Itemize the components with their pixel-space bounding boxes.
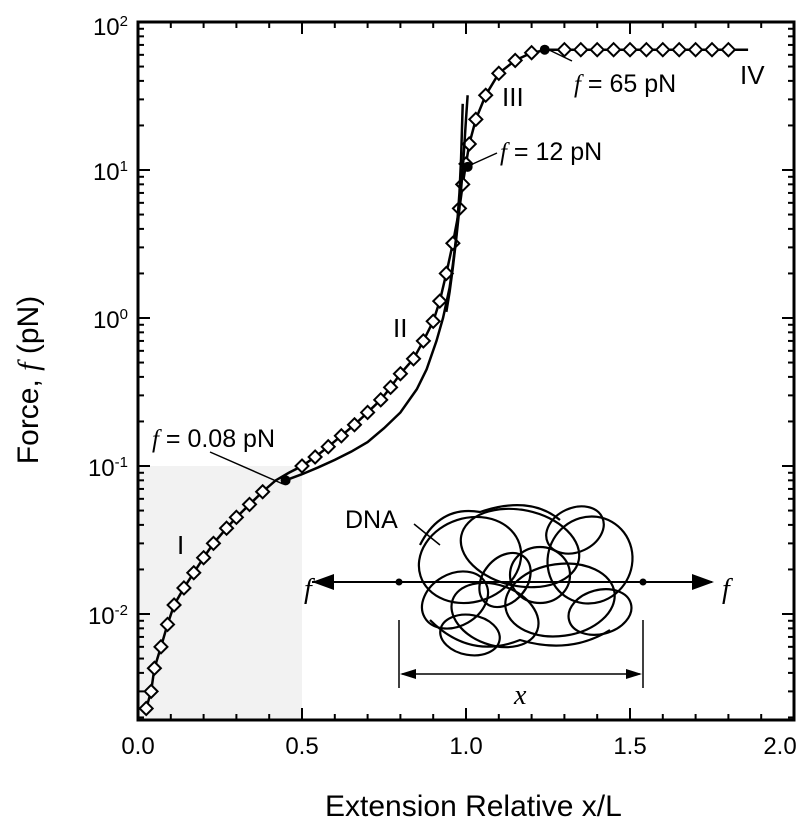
shaded-region bbox=[138, 466, 302, 720]
annotation-mid-force: f = 12 pN bbox=[500, 138, 603, 166]
x-tick-label: 0.0 bbox=[121, 733, 155, 760]
left-bead bbox=[395, 578, 403, 586]
axis-ticks bbox=[137, 21, 795, 720]
dna-leader bbox=[413, 523, 441, 546]
annotation-leaders bbox=[209, 46, 573, 485]
key-point bbox=[280, 475, 291, 486]
x-tick-label: 1.5 bbox=[613, 733, 647, 760]
data-point bbox=[218, 520, 235, 537]
data-point bbox=[307, 449, 324, 465]
data-point bbox=[254, 483, 271, 500]
right-bead bbox=[639, 578, 647, 586]
data-point bbox=[507, 52, 524, 69]
data-point bbox=[146, 660, 163, 677]
data-point bbox=[438, 265, 455, 282]
data-point bbox=[346, 416, 363, 433]
x-tick-label: 1.0 bbox=[449, 733, 483, 760]
y-axis-label: Force, f (pN) bbox=[12, 295, 45, 465]
x-tick-label: 0.5 bbox=[285, 733, 319, 760]
data-point bbox=[185, 564, 202, 581]
region-label-iii: III bbox=[502, 82, 524, 112]
key-point bbox=[539, 44, 550, 55]
y-tick-label: 100 bbox=[92, 306, 128, 334]
y-tick-label: 102 bbox=[92, 13, 128, 41]
data-point bbox=[638, 41, 655, 58]
data-point bbox=[687, 41, 704, 58]
right-arrowhead bbox=[692, 574, 714, 590]
data-point bbox=[333, 427, 350, 444]
data-point bbox=[241, 496, 258, 513]
data-point bbox=[372, 391, 389, 408]
data-point bbox=[431, 293, 448, 310]
data-point bbox=[205, 535, 222, 552]
series-line-1 bbox=[285, 103, 464, 482]
data-point bbox=[477, 87, 494, 104]
data-point bbox=[405, 350, 422, 367]
data-point bbox=[382, 379, 399, 396]
data-point bbox=[589, 41, 606, 58]
region-label-iv: IV bbox=[740, 60, 765, 90]
x-tick-label: 2.0 bbox=[763, 733, 797, 760]
data-point bbox=[556, 41, 573, 58]
data-point bbox=[572, 41, 589, 58]
data-point bbox=[490, 65, 507, 82]
left-arrowhead bbox=[312, 574, 334, 590]
y-tick-label: 10-2 bbox=[87, 602, 128, 630]
data-point bbox=[138, 700, 155, 717]
x-axis-label: Extension Relative x/L bbox=[325, 790, 622, 823]
annotation-low-force: f = 0.08 pN bbox=[152, 425, 276, 453]
dna-label: DNA bbox=[345, 506, 398, 534]
annotation-high-force: f = 65 pN bbox=[574, 70, 677, 98]
y-tick-label: 101 bbox=[92, 158, 128, 186]
data-point bbox=[425, 313, 442, 330]
data-point bbox=[704, 41, 720, 58]
data-point bbox=[195, 549, 212, 566]
data-point bbox=[176, 580, 192, 596]
data-point bbox=[392, 365, 409, 382]
data-point bbox=[143, 683, 160, 700]
data-point bbox=[320, 438, 337, 455]
y-axis-label-wrap: Force, f (pN) bbox=[8, 240, 50, 520]
data-point bbox=[654, 41, 671, 58]
dna-inset bbox=[312, 504, 714, 688]
data-point bbox=[153, 638, 169, 655]
series-line-2 bbox=[445, 95, 469, 313]
series-layer bbox=[138, 41, 749, 717]
region-label-i: I bbox=[177, 530, 185, 560]
data-point bbox=[166, 597, 182, 613]
extension-label: x bbox=[514, 680, 527, 711]
data-point bbox=[159, 616, 176, 633]
data-point bbox=[671, 41, 688, 58]
y-tick-label: 10-1 bbox=[87, 454, 128, 482]
force-label-left: f bbox=[304, 574, 312, 605]
data-point bbox=[359, 404, 376, 421]
data-point bbox=[622, 41, 638, 58]
data-point bbox=[415, 333, 432, 349]
data-point bbox=[523, 44, 540, 61]
force-label-right: f bbox=[722, 574, 730, 605]
data-point bbox=[605, 41, 622, 58]
data-point bbox=[228, 509, 245, 526]
data-point bbox=[294, 458, 310, 474]
dna-coil bbox=[417, 504, 634, 657]
data-point bbox=[467, 111, 484, 128]
region-label-ii: II bbox=[393, 313, 408, 343]
data-point bbox=[720, 41, 737, 58]
